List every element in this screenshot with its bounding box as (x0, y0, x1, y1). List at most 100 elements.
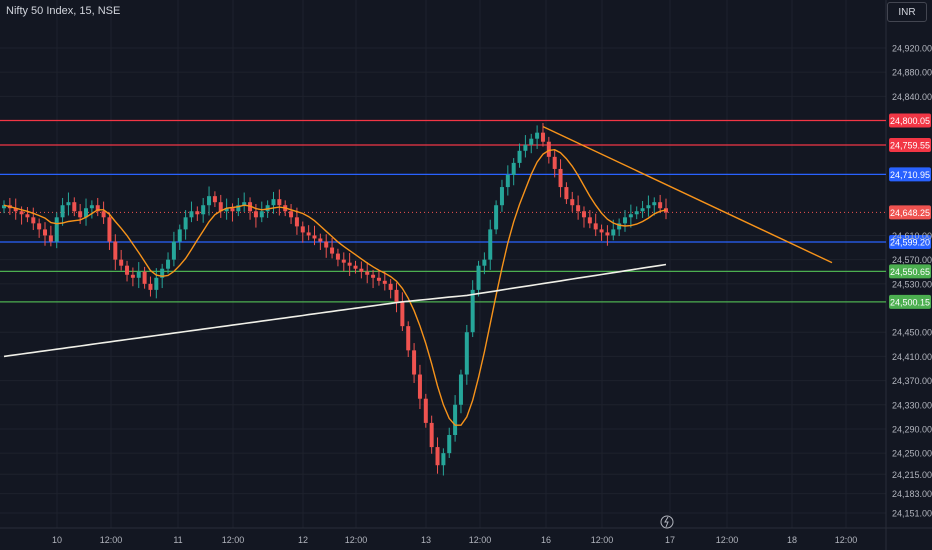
candle-body (253, 211, 258, 218)
candle-body (306, 232, 311, 236)
level-label-bg (889, 294, 931, 309)
candle-body (166, 259, 171, 269)
level-label-bg (889, 167, 931, 182)
candle-body (84, 208, 89, 218)
y-tick-label: 24,370.00 (892, 376, 932, 386)
y-tick-label: 24,410.00 (892, 352, 932, 362)
candle-body (142, 271, 147, 284)
candle-body (37, 223, 42, 230)
candle-body (113, 241, 118, 260)
level-label: 24,550.65 (890, 267, 930, 277)
candle-body (171, 241, 176, 260)
level-label-bg (889, 234, 931, 249)
candle-body (259, 211, 264, 218)
candle-body (652, 202, 657, 206)
x-tick-label: 12:00 (716, 535, 739, 545)
candle-body (605, 232, 610, 236)
x-tick-label: 12:00 (469, 535, 492, 545)
y-tick-label: 24,215.00 (892, 470, 932, 480)
candle-body (101, 211, 106, 218)
y-tick-label: 24,880.00 (892, 68, 932, 78)
candle-body (48, 235, 53, 242)
y-tick-label: 24,290.00 (892, 424, 932, 434)
candle-body (31, 217, 36, 224)
candle-body (488, 229, 493, 260)
candle-body (406, 326, 411, 351)
candle-body (646, 205, 651, 209)
candle-body (271, 199, 276, 206)
candle-body (289, 211, 294, 218)
candle-body (136, 271, 141, 278)
candle-body (587, 217, 592, 224)
candle-body (277, 199, 282, 206)
candle-body (622, 217, 627, 224)
candle-body (230, 208, 235, 212)
candle-body (611, 229, 616, 236)
candle-body (72, 202, 77, 212)
y-tick-label: 24,920.00 (892, 44, 932, 54)
candle-body (640, 208, 645, 212)
slow-moving-average (3, 263, 667, 358)
candle-body (265, 205, 270, 212)
candle-body (441, 453, 446, 466)
candle-body (2, 205, 6, 209)
candle-body (535, 132, 540, 139)
level-label: 24,599.20 (890, 237, 930, 247)
x-tick-label: 13 (421, 535, 431, 545)
lightning-icon-glyph (664, 516, 669, 528)
candle-body (499, 187, 504, 206)
candle-body (511, 162, 516, 175)
candle-body (517, 150, 522, 163)
y-tick-label: 24,840.00 (892, 92, 932, 102)
y-tick-label: 24,530.00 (892, 279, 932, 289)
candle-body (347, 262, 352, 266)
candle-body (324, 241, 329, 248)
candle-body (476, 265, 481, 290)
candle-body (417, 374, 422, 399)
candle-body (658, 202, 663, 209)
candle-body (628, 214, 633, 218)
candle-body (189, 211, 194, 218)
x-tick-label: 10 (52, 535, 62, 545)
candle-body (540, 132, 545, 142)
x-tick-label: 16 (541, 535, 551, 545)
candle-body (318, 238, 323, 242)
candle-body (236, 205, 241, 212)
candle-body (581, 211, 586, 218)
level-label: 24,710.95 (890, 170, 930, 180)
candle-body (376, 277, 381, 281)
candle-body (494, 205, 499, 230)
candle-body (330, 247, 335, 254)
x-tick-label: 17 (665, 535, 675, 545)
x-tick-label: 12:00 (222, 535, 245, 545)
candle-body (25, 214, 30, 218)
candle-body (107, 217, 112, 242)
candle-body (201, 205, 206, 215)
level-label: 24,759.55 (890, 141, 930, 151)
candle-body (523, 144, 528, 151)
lightning-icon (660, 515, 674, 529)
candle-body (300, 226, 305, 233)
candle-body (564, 187, 569, 200)
candle-body (13, 208, 18, 212)
candle-body (95, 205, 100, 212)
candle-body (207, 196, 212, 206)
candle-body (505, 174, 510, 188)
candle-body (470, 289, 475, 333)
fast-moving-average (3, 148, 667, 426)
candle-body (43, 229, 48, 236)
x-tick-label: 18 (787, 535, 797, 545)
x-tick-label: 12 (298, 535, 308, 545)
candle-body (617, 223, 622, 230)
candle-body (412, 350, 417, 375)
candle-body (429, 422, 434, 448)
candle-body (482, 259, 487, 266)
candle-body (558, 168, 563, 188)
currency-button[interactable]: INR (887, 2, 927, 22)
level-label: 24,800.05 (890, 116, 930, 126)
candle-body (294, 217, 299, 227)
x-tick-label: 12:00 (591, 535, 614, 545)
candle-body (593, 223, 598, 230)
candle-body (552, 156, 557, 169)
